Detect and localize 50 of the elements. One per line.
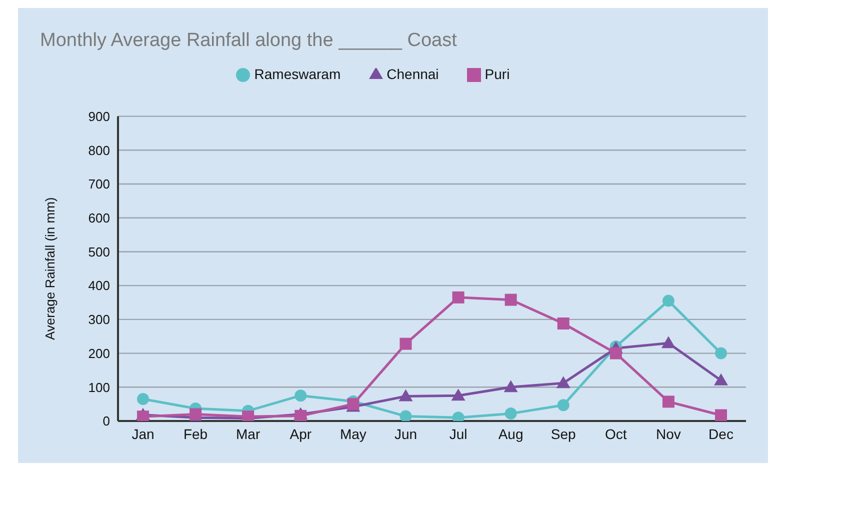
x-tick-label: Apr — [290, 426, 312, 442]
point — [556, 376, 570, 388]
x-tick-label: Jan — [132, 426, 154, 442]
x-tick-label: Mar — [236, 426, 260, 442]
x-tick-label: Dec — [708, 426, 734, 442]
point — [400, 338, 412, 350]
point — [661, 336, 676, 348]
y-tick-label: 400 — [88, 278, 110, 294]
point — [451, 388, 466, 401]
point — [504, 380, 518, 392]
y-tick-label: 100 — [88, 380, 110, 395]
point — [137, 392, 149, 405]
point — [662, 396, 674, 408]
point — [610, 347, 622, 360]
point — [137, 410, 149, 421]
y-axis-title: Average Rainfall (in mm) — [42, 197, 58, 340]
chart-title: Monthly Average Rainfall along the ______ Coast — [40, 30, 457, 52]
y-tick-label: 600 — [88, 210, 110, 226]
x-tick-label: Jun — [394, 426, 418, 442]
legend-label: Chennai — [386, 66, 439, 82]
point — [714, 373, 728, 386]
point — [452, 291, 464, 304]
point — [504, 408, 517, 420]
y-tick-label: 800 — [88, 142, 110, 158]
point — [294, 410, 307, 421]
x-tick-label: Feb — [183, 426, 208, 442]
point — [294, 390, 307, 402]
point — [400, 410, 412, 421]
x-tick-label: Oct — [605, 426, 627, 442]
y-tick-label: 500 — [88, 244, 110, 260]
x-tick-label: Jul — [449, 426, 468, 442]
x-tick-label: Nov — [656, 426, 681, 442]
point — [557, 399, 570, 412]
x-tick-label: Aug — [498, 426, 524, 442]
y-tick-label: 900 — [88, 108, 110, 124]
point — [190, 408, 202, 420]
x-tick-label: Sep — [550, 426, 576, 442]
y-tick-label: 700 — [88, 176, 110, 192]
point — [398, 389, 413, 402]
point — [715, 409, 727, 421]
y-tick-label: 300 — [88, 312, 110, 328]
point — [662, 294, 674, 307]
y-tick-label: 200 — [88, 346, 110, 361]
y-tick-label: 0 — [102, 414, 110, 429]
x-tick-label: May — [340, 426, 366, 442]
legend-label: Puri — [484, 66, 510, 82]
point — [504, 294, 517, 306]
point — [557, 317, 570, 330]
legend-label: Rameswaram — [254, 66, 341, 82]
point — [715, 347, 727, 360]
